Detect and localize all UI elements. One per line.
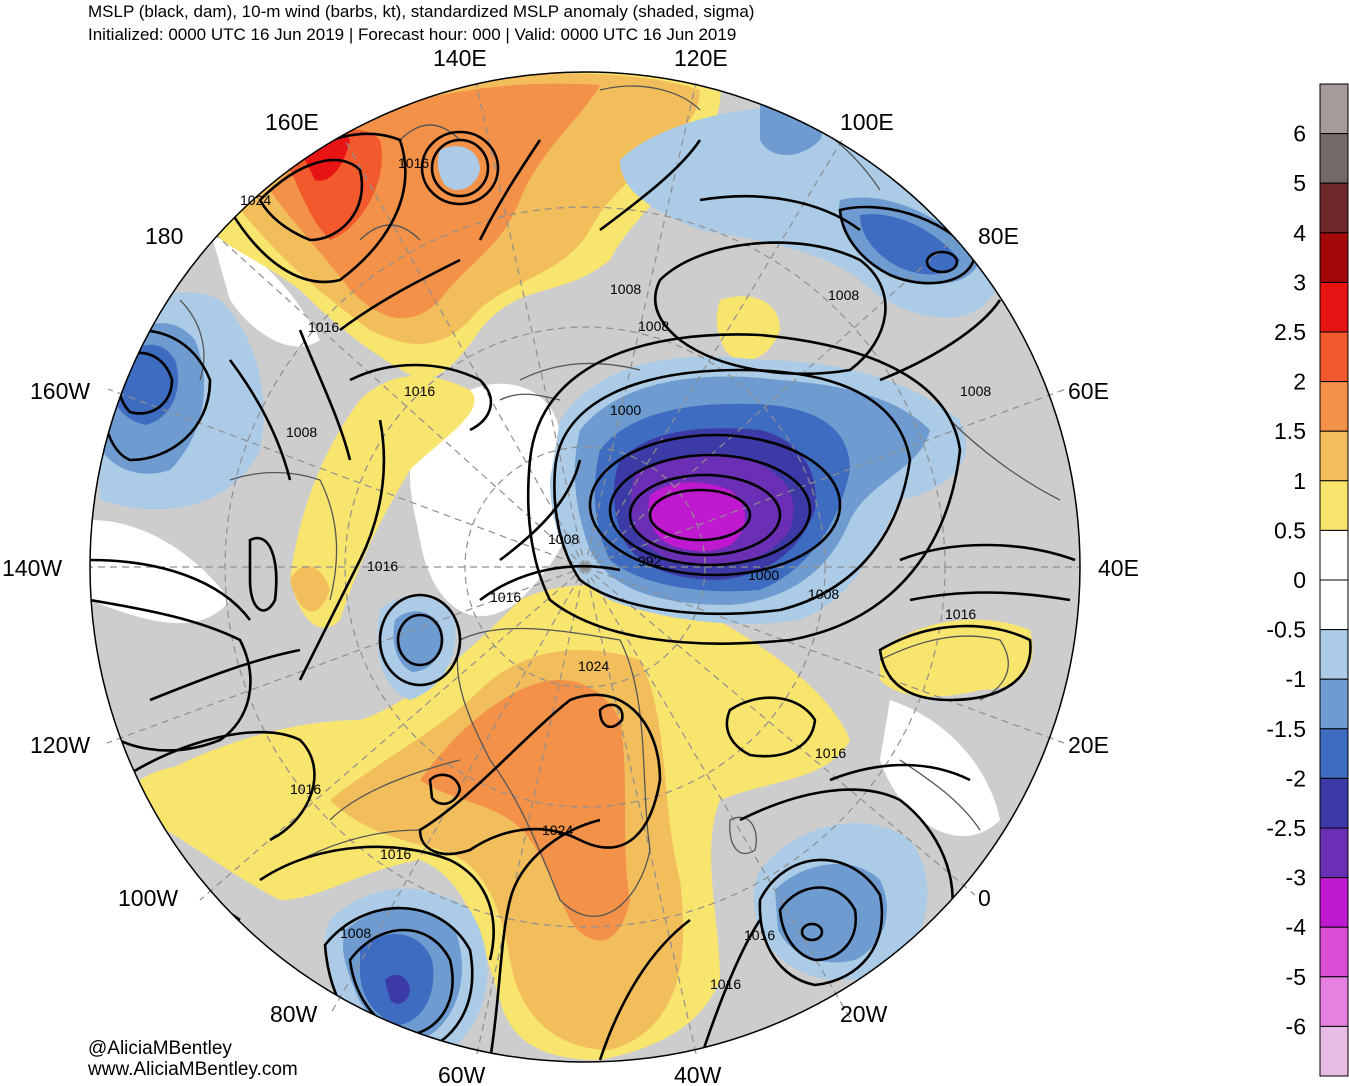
lon-label-160w: 160W xyxy=(30,378,90,404)
lon-label-0: 0 xyxy=(978,885,991,911)
lon-label-60w: 60W xyxy=(438,1062,486,1086)
isobar-label: 1016 xyxy=(815,745,846,761)
colorbar-swatch xyxy=(1319,976,1349,1027)
lon-label-120w: 120W xyxy=(30,732,90,758)
colorbar-label: -1.5 xyxy=(1266,716,1306,742)
isobar-label: 1016 xyxy=(490,589,521,605)
isobar-label: 1024 xyxy=(578,658,609,674)
isobar-label: 1016 xyxy=(290,781,321,797)
colorbar-label: -5 xyxy=(1286,964,1306,990)
lon-label-140e: 140E xyxy=(433,45,487,71)
colorbar-swatch xyxy=(1319,133,1349,184)
isobar-label: 1016 xyxy=(404,383,435,399)
colorbar-swatch xyxy=(1319,281,1349,333)
map-boundary xyxy=(89,71,1081,1063)
colorbar-label: 4 xyxy=(1293,220,1306,246)
lon-label-60e: 60E xyxy=(1068,378,1109,404)
isobar-label: 1016 xyxy=(380,846,411,862)
colorbar-label: -6 xyxy=(1286,1013,1306,1039)
colorbar-swatch xyxy=(1319,827,1349,879)
isobar-label: 1008 xyxy=(286,424,317,440)
graticule-lines xyxy=(90,82,1080,1059)
colorbar-label: 2.5 xyxy=(1274,319,1306,345)
colorbar-swatch xyxy=(1319,430,1349,482)
isobar-label: 1024 xyxy=(542,822,573,838)
isobar-label: 1008 xyxy=(808,586,839,602)
lon-label-80e: 80E xyxy=(978,223,1019,249)
colorbar-swatch xyxy=(1319,381,1349,432)
colorbar-swatch xyxy=(1319,331,1349,383)
isobar-label: 1000 xyxy=(610,402,641,418)
map-title: MSLP (black, dam), 10-m wind (barbs, kt)… xyxy=(88,2,755,21)
colorbar: 6 5 4 3 2.5 2 1.5 1 0.5 0 -0.5 -1 -1.5 -2 -2.5 -3 -4 -5 -6 xyxy=(1266,83,1349,1077)
colorbar-label: -2 xyxy=(1286,765,1306,791)
isobar-label: 1016 xyxy=(398,155,429,171)
isobar-label: 1024 xyxy=(240,192,271,208)
lon-label-100e: 100E xyxy=(840,109,894,135)
colorbar-label: 1 xyxy=(1293,468,1306,494)
colorbar-swatch xyxy=(1319,182,1349,234)
lon-label-180: 180 xyxy=(145,223,183,249)
colorbar-swatch xyxy=(1319,480,1349,531)
colorbar-label: -3 xyxy=(1286,865,1306,891)
colorbar-swatch xyxy=(1319,529,1349,581)
colorbar-label: 6 xyxy=(1293,121,1306,147)
lon-label-100w: 100W xyxy=(118,885,178,911)
negative-anomaly-pole-small xyxy=(437,146,480,190)
colorbar-swatch xyxy=(1319,579,1349,631)
lon-label-40e: 40E xyxy=(1098,555,1139,581)
isobar-label: 1008 xyxy=(610,281,641,297)
colorbar-swatch xyxy=(1319,728,1349,779)
colorbar-swatch xyxy=(1319,926,1349,978)
isobar-labels: 1016 1024 1016 1016 1008 1008 1008 1008 … xyxy=(240,155,991,992)
author-handle: @AliciaMBentley xyxy=(88,1038,232,1059)
colorbar-swatch xyxy=(1319,877,1349,928)
isobar-label: 1000 xyxy=(748,567,779,583)
colorbar-swatch xyxy=(1319,629,1349,680)
colorbar-label: -2.5 xyxy=(1266,815,1306,841)
colorbar-swatch xyxy=(1319,678,1349,730)
colorbar-label: -1 xyxy=(1286,666,1306,692)
lon-label-140w: 140W xyxy=(2,555,62,581)
colorbar-label: -0.5 xyxy=(1266,617,1306,643)
colorbar-swatch xyxy=(1319,232,1349,283)
colorbar-label: 5 xyxy=(1293,170,1306,196)
lon-label-160e: 160E xyxy=(265,109,319,135)
longitude-labels: 140E 120E 160E 100E 180 80E 160W 60E 140… xyxy=(2,45,1139,1086)
colorbar-label: -4 xyxy=(1286,914,1307,940)
lon-label-20e: 20E xyxy=(1068,732,1109,758)
colorbar-swatch xyxy=(1319,83,1349,135)
isobar-label: 1008 xyxy=(960,383,991,399)
colorbar-swatch xyxy=(1319,1025,1349,1077)
colorbar-label: 1.5 xyxy=(1274,418,1306,444)
isobar-label: 1016 xyxy=(744,927,775,943)
lon-label-40w: 40W xyxy=(674,1062,722,1086)
isobar-label: 1016 xyxy=(945,606,976,622)
colorbar-label: 2 xyxy=(1293,369,1306,395)
isobar-label: 1008 xyxy=(638,318,669,334)
colorbar-label: 0 xyxy=(1293,567,1306,593)
isobar-label: 1008 xyxy=(828,287,859,303)
isobar-label: 1016 xyxy=(710,976,741,992)
lon-label-120e: 120E xyxy=(674,45,728,71)
isobar-label: 1008 xyxy=(548,531,579,547)
isobar-label: 1008 xyxy=(340,925,371,941)
author-website: www.AliciaMBentley.com xyxy=(88,1059,298,1080)
lon-label-20w: 20W xyxy=(840,1001,888,1027)
isobar-label: 992 xyxy=(638,553,662,569)
colorbar-label: 3 xyxy=(1293,269,1306,295)
map-subtitle: Initialized: 0000 UTC 16 Jun 2019 | Fore… xyxy=(88,25,737,44)
map-disk xyxy=(90,72,1080,1062)
isobar-label: 1016 xyxy=(367,558,398,574)
lon-label-80w: 80W xyxy=(270,1001,318,1027)
isobar-label: 1016 xyxy=(308,319,339,335)
colorbar-swatch xyxy=(1319,777,1349,829)
colorbar-label: 0.5 xyxy=(1274,517,1306,543)
